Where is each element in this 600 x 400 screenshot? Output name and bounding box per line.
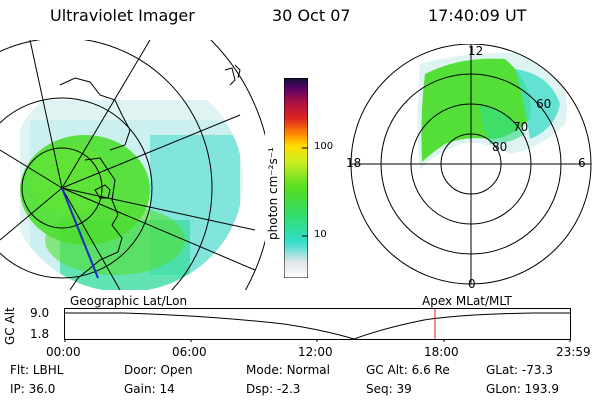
mlt-label-6: 6 [578, 156, 586, 170]
altitude-curve [65, 312, 570, 340]
timeline-ytick-max: 9.0 [30, 306, 50, 320]
info-dsp: Dsp: -2.3 [246, 382, 301, 396]
coastline [59, 64, 241, 290]
timeline-left-label: Geographic Lat/Lon [70, 294, 188, 308]
date-label: 30 Oct 07 [272, 6, 351, 25]
info-gain: Gain: 14 [124, 382, 175, 396]
mlat-label-80: 80 [492, 140, 508, 154]
polar-grid [350, 44, 592, 285]
info-mode: Mode: Normal [246, 363, 330, 377]
info-glon: GLon: 193.9 [486, 382, 559, 396]
info-door: Door: Open [124, 363, 193, 377]
mlt-label-18: 18 [346, 156, 362, 170]
mlt-label-12: 12 [468, 44, 484, 58]
time-label: 17:40:09 UT [428, 6, 527, 25]
colorbar-tick-100: 100 [314, 141, 334, 152]
timeline-ytick-min: 1.8 [30, 327, 50, 341]
mlt-label-0: 0 [468, 277, 476, 291]
timeline-xtick-1: 06:00 [172, 345, 207, 359]
polar-plot [350, 44, 592, 285]
colorbar-tick-10: 10 [314, 229, 327, 240]
mlat-label-70: 70 [513, 120, 529, 134]
timeline-ylabel: GC Alt [3, 307, 17, 345]
info-glat: GLat: -73.3 [486, 363, 553, 377]
geographic-image [0, 40, 265, 290]
lat-lon-grid [0, 40, 265, 290]
colorbar-unit-label: photon cm⁻²s⁻¹ [266, 147, 280, 240]
info-flt: Flt: LBHL [10, 363, 64, 377]
footprint-track [61, 187, 99, 279]
colorbar [284, 78, 308, 278]
timeline-xtick-3: 18:00 [424, 345, 459, 359]
timeline-plot [64, 308, 571, 342]
mlat-label-60: 60 [536, 97, 552, 111]
info-seq: Seq: 39 [366, 382, 412, 396]
timeline-xtick-2: 12:00 [298, 345, 333, 359]
timeline-xtick-4: 23:59 [556, 345, 591, 359]
info-ip: IP: 36.0 [10, 382, 56, 396]
app-title: Ultraviolet Imager [50, 6, 195, 25]
timeline-right-label: Apex MLat/MLT [422, 294, 512, 308]
info-gc-alt: GC Alt: 6.6 Re [366, 363, 450, 377]
timeline-xtick-0: 00:00 [46, 345, 81, 359]
